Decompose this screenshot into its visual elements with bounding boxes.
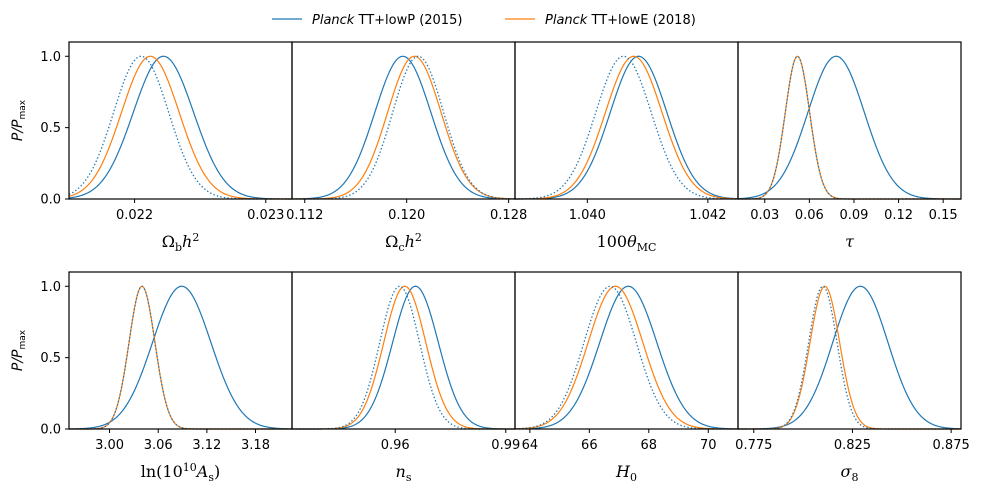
panel-1-ytick-label-1: 0.0	[40, 193, 61, 208]
legend: Planck TT+lowP (2015) Planck TT+lowE (201…	[272, 13, 696, 28]
panel-5-xtick-label-4: 3.18	[241, 438, 270, 453]
panel-2-curve-2	[292, 55, 516, 200]
x-axis-label-3: 100θMC	[597, 232, 657, 254]
panel-8-curve-2	[738, 285, 961, 430]
panel-2-curve-3	[292, 55, 516, 200]
panel-8-curve-1	[738, 285, 962, 430]
panel-2-xtick-label-1: 0.112	[286, 208, 323, 223]
panel-8-curve-3	[738, 285, 961, 430]
panel-7-frame	[514, 271, 739, 430]
x-axis-label-1: Ωbh2	[162, 231, 200, 254]
panel-1: 0.022 0.023 0.0 0.5 1.0 P/Pmax	[10, 41, 293, 223]
panel-6-xtick-label-1: 0.96	[381, 438, 410, 453]
x-axis-label-7: H0	[615, 462, 637, 484]
panel-2-frame	[291, 41, 516, 200]
panel-5-curve-1	[68, 285, 293, 430]
panel-7-xtick-label-2: 66	[581, 438, 598, 453]
panel-5-ytick-label-2: 0.5	[40, 351, 61, 366]
panel-5-curve-3	[69, 285, 292, 430]
panel-6-curve-3	[292, 285, 515, 430]
y-axis-label-row-2: P/Pmax	[10, 329, 28, 371]
x-axis-label-5: ln(1010As)	[141, 461, 221, 484]
panel-4: 0.03 0.06 0.09 0.12 0.15	[737, 41, 962, 223]
x-axis-label-6: ns	[396, 462, 412, 484]
panel-5-ytick-label-3: 1.0	[40, 280, 61, 295]
panel-6-curve-1	[292, 285, 515, 430]
panel-6-curve-2	[292, 285, 515, 430]
panel-1-ytick-label-2: 0.5	[40, 121, 61, 136]
panel-3-curve-1	[515, 55, 739, 200]
y-axis-label-row-1: P/Pmax	[10, 99, 28, 141]
panel-4-xtick-label-5: 0.15	[929, 208, 958, 223]
x-axis-label-8: σ8	[841, 462, 859, 484]
panel-5: 3.00 3.06 3.12 3.18 0.0 0.5 1.0 P/Pmax	[10, 271, 293, 453]
panel-2-xtick-label-3: 0.128	[490, 208, 527, 223]
panel-2-xtick-label-2: 0.120	[388, 208, 425, 223]
panel-5-xtick-label-3: 3.12	[192, 438, 221, 453]
panel-8: 0.775 0.825 0.875	[735, 271, 970, 453]
panel-8-xtick-label-3: 0.875	[933, 438, 970, 453]
panel-3-xtick-label-1: 1.040	[569, 208, 606, 223]
panel-4-xtick-label-3: 0.09	[839, 208, 868, 223]
x-axis-label-4: τ	[845, 232, 855, 251]
panel-8-xtick-label-1: 0.775	[735, 438, 772, 453]
panel-4-curve-3	[738, 55, 961, 200]
panel-1-xtick-label-2: 0.023	[247, 208, 284, 223]
panel-1-xtick-label-1: 0.022	[116, 208, 153, 223]
panel-3-xtick-label-2: 1.042	[689, 208, 726, 223]
panel-4-frame	[737, 41, 962, 200]
panel-3: 1.040 1.042	[514, 41, 739, 223]
panel-7-xtick-label-3: 68	[641, 438, 658, 453]
legend-label-2: Planck TT+lowE (2018)	[545, 13, 696, 28]
x-axis-label-2: Ωch2	[385, 231, 422, 254]
panel-5-xtick-label-2: 3.06	[144, 438, 173, 453]
panel-7-curve-3	[514, 285, 738, 430]
panel-5-curve-2	[69, 285, 292, 430]
panel-1-curve-1	[68, 55, 292, 200]
panel-3-frame	[514, 41, 739, 200]
panel-3-curve-2	[514, 55, 739, 200]
panel-6: 0.96 0.99	[291, 271, 520, 453]
panel-7-xtick-label-1: 64	[522, 438, 539, 453]
legend-label-1: Planck TT+lowP (2015)	[312, 13, 462, 28]
panel-2-curve-1	[291, 55, 516, 200]
panel-6-frame	[291, 271, 516, 430]
panel-5-frame	[68, 271, 293, 430]
panel-7: 64 66 68 70	[514, 271, 739, 453]
panel-4-curve-1	[737, 55, 961, 200]
panel-6-xtick-label-2: 0.99	[491, 438, 520, 453]
panel-7-curve-2	[514, 285, 738, 430]
panel-8-frame	[737, 271, 962, 430]
panel-7-curve-1	[514, 285, 739, 430]
panel-5-xtick-label-1: 3.00	[95, 438, 124, 453]
panel-1-frame	[68, 41, 293, 200]
panel-3-curve-3	[514, 55, 738, 200]
panel-4-xtick-label-4: 0.12	[884, 208, 913, 223]
panel-4-curve-2	[738, 55, 961, 200]
panel-1-ytick-label-3: 1.0	[40, 50, 61, 65]
panel-4-xtick-label-1: 0.03	[750, 208, 779, 223]
panel-5-ytick-label-1: 0.0	[40, 423, 61, 438]
panel-8-xtick-label-2: 0.825	[834, 438, 871, 453]
panel-4-xtick-label-2: 0.06	[795, 208, 824, 223]
panel-2: 0.112 0.120 0.128	[286, 41, 527, 223]
panel-7-xtick-label-4: 70	[700, 438, 717, 453]
